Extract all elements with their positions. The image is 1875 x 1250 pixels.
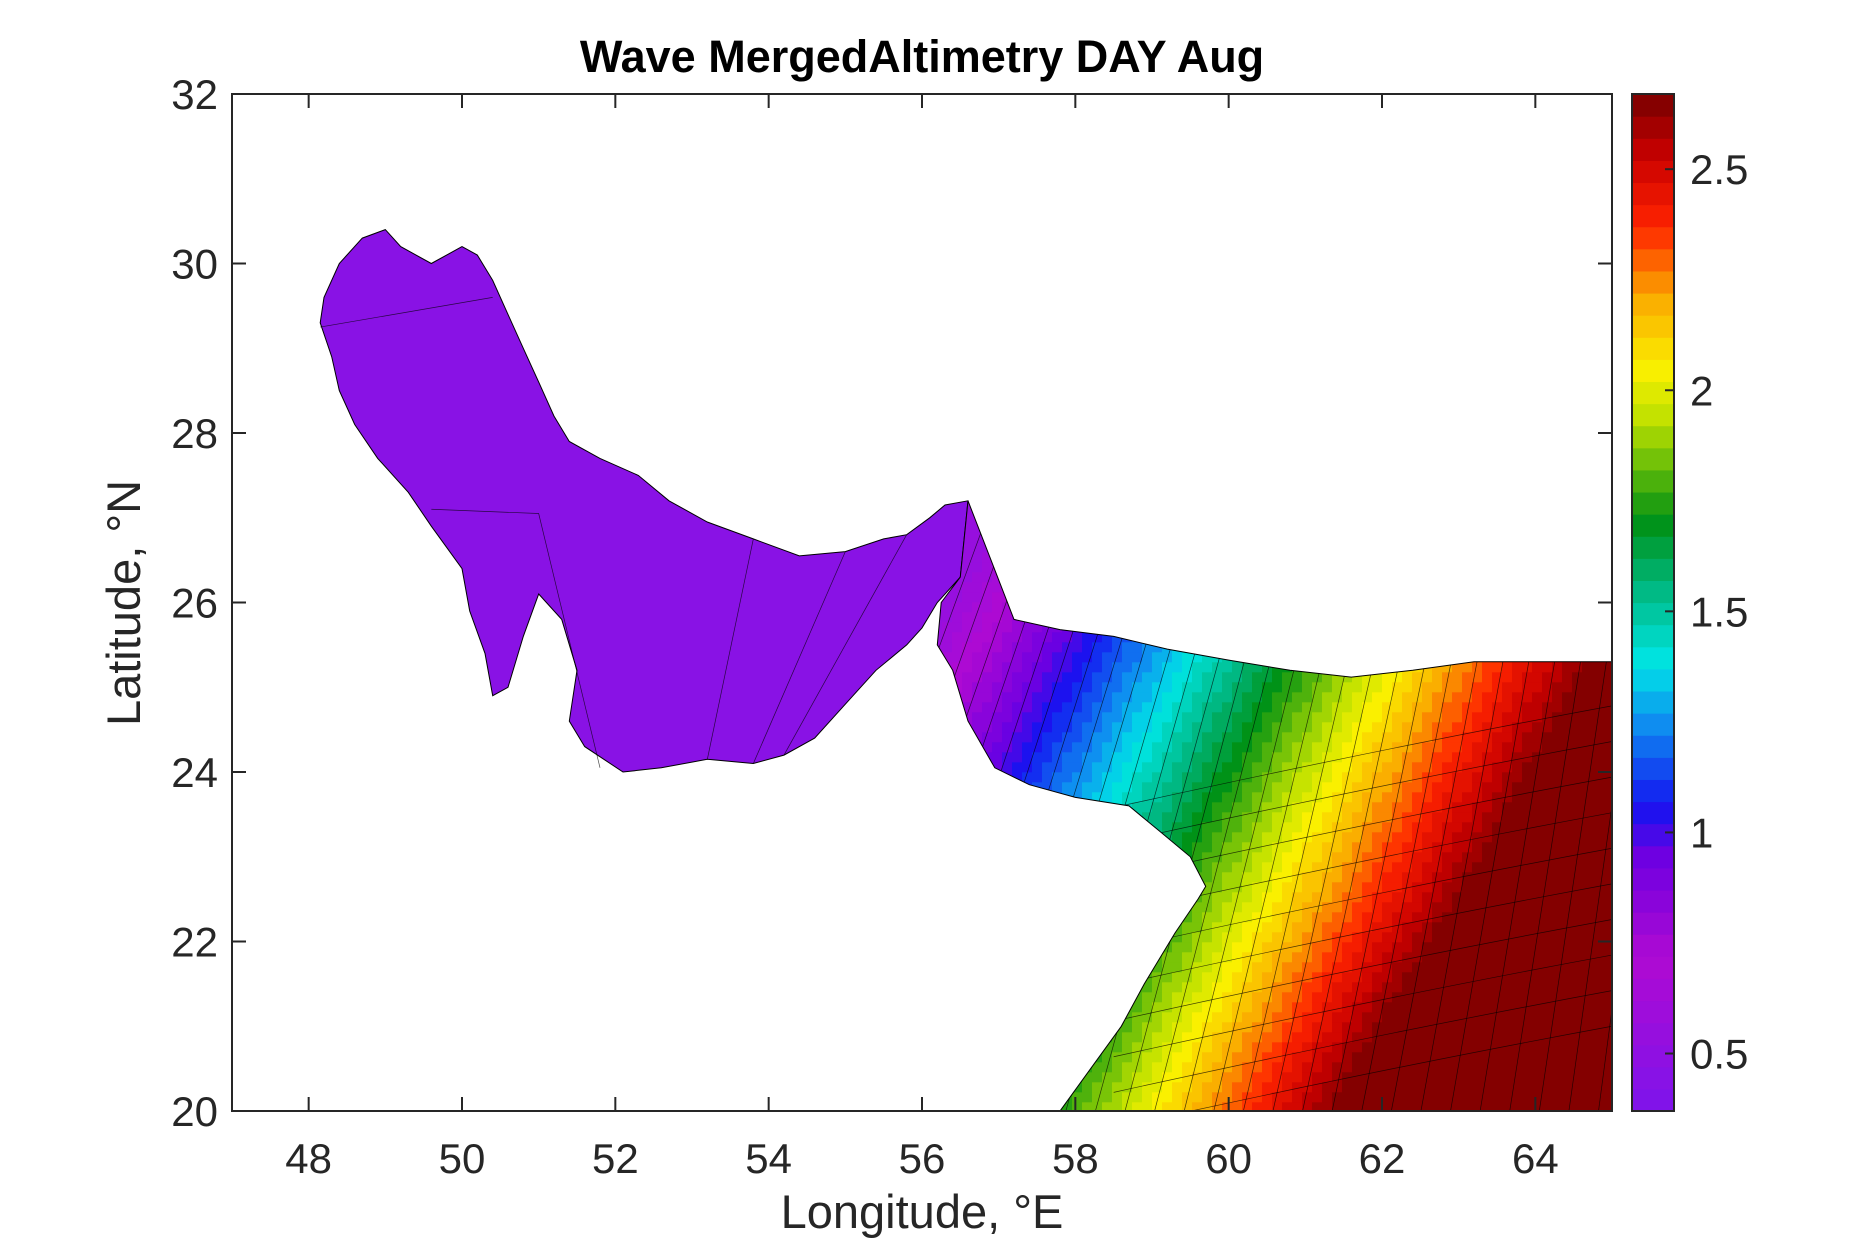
colorbar-swatch <box>1632 160 1674 184</box>
colorbar-swatch <box>1632 934 1674 957</box>
colorbar-swatch <box>1632 536 1674 559</box>
x-tick-label: 52 <box>592 1135 639 1182</box>
colorbar-swatch <box>1632 912 1674 935</box>
x-tick-label: 58 <box>1052 1135 1099 1182</box>
colorbar-swatch <box>1632 580 1674 604</box>
colorbar-tick-label: 1.5 <box>1690 588 1748 635</box>
x-tick-label: 50 <box>439 1135 486 1182</box>
colorbar-swatch <box>1632 425 1674 449</box>
coastline <box>936 500 1612 1111</box>
colorbar-swatch <box>1632 845 1674 869</box>
colorbar-swatch <box>1632 403 1674 427</box>
colorbar-swatch <box>1632 182 1674 206</box>
colorbar-swatch <box>1632 978 1674 1002</box>
colorbar-swatch <box>1632 248 1674 272</box>
colorbar-swatch <box>1632 94 1674 117</box>
colorbar-swatch <box>1632 204 1674 228</box>
colorbar-swatch <box>1632 646 1674 670</box>
colorbar-swatch <box>1632 1022 1674 1046</box>
x-axis-label: Longitude, °E <box>781 1185 1064 1238</box>
colorbar-frame <box>1631 93 1675 1112</box>
colorbar-tick-label: 1 <box>1690 809 1713 856</box>
colorbar-swatch <box>1632 889 1674 913</box>
colorbar-swatch <box>1632 491 1674 515</box>
colorbar-swatch <box>1632 116 1674 139</box>
y-tick-label: 22 <box>171 919 218 966</box>
colorbar-swatch <box>1632 315 1674 338</box>
colorbar-swatch <box>1632 558 1674 581</box>
x-tick-label: 64 <box>1512 1135 1559 1182</box>
colorbar-swatch <box>1632 801 1674 825</box>
colorbar-swatch <box>1632 226 1674 250</box>
y-tick-label: 32 <box>171 71 218 118</box>
x-tick-label: 60 <box>1205 1135 1252 1182</box>
colorbar-swatch <box>1632 359 1674 383</box>
colorbar-tick-label: 2.5 <box>1690 146 1748 193</box>
x-tick-label: 62 <box>1359 1135 1406 1182</box>
colorbar-swatch <box>1632 602 1674 626</box>
colorbar-swatch <box>1632 867 1674 891</box>
colorbar-swatch <box>1632 668 1674 692</box>
y-tick-label: 28 <box>171 410 218 457</box>
colorbar-swatch <box>1632 690 1674 714</box>
y-axis: 20 22 24 26 28 30 32 <box>171 71 1612 1135</box>
colorbar-swatch <box>1632 713 1674 736</box>
colorbar-tick-label: 0.5 <box>1690 1031 1748 1078</box>
colorbar-swatch <box>1632 956 1674 979</box>
x-tick-label: 54 <box>745 1135 792 1182</box>
colorbar-swatch <box>1632 270 1674 294</box>
y-tick-label: 26 <box>171 580 218 627</box>
colorbar-tick-label: 2 <box>1690 367 1713 414</box>
colorbar-swatch <box>1632 1066 1674 1090</box>
x-tick-label: 48 <box>285 1135 332 1182</box>
colorbar-swatch <box>1632 1088 1674 1112</box>
colorbar-swatch <box>1632 381 1674 405</box>
colorbar-swatch <box>1632 757 1674 780</box>
colorbar-swatch <box>1632 292 1674 316</box>
y-tick-label: 24 <box>171 749 218 796</box>
colorbar-swatch <box>1632 1000 1674 1024</box>
y-tick-label: 30 <box>171 241 218 288</box>
y-axis-label: Latitude, °N <box>97 480 150 726</box>
colorbar-swatch <box>1632 514 1674 537</box>
chart-title: Wave MergedAltimetry DAY Aug <box>580 31 1264 82</box>
colorbar-swatch <box>1632 735 1674 758</box>
colorbar-swatch <box>1632 823 1674 847</box>
colorbar-swatch <box>1632 779 1674 803</box>
colorbar-swatch <box>1632 447 1674 471</box>
plot-area <box>231 93 1613 1112</box>
colorbar-swatch <box>1632 337 1674 360</box>
x-tick-label: 56 <box>899 1135 946 1182</box>
y-tick-label: 20 <box>171 1088 218 1135</box>
colorbar-swatch <box>1632 624 1674 648</box>
colorbar-swatch <box>1632 138 1674 161</box>
x-axis: 48 50 52 54 56 58 60 62 64 <box>285 94 1559 1182</box>
colorbar: 0.5 1 1.5 2 2.5 <box>1631 93 1748 1112</box>
colorbar-swatch <box>1632 469 1674 493</box>
persian-gulf-region <box>319 229 969 773</box>
colorbar-swatch <box>1632 1044 1674 1068</box>
